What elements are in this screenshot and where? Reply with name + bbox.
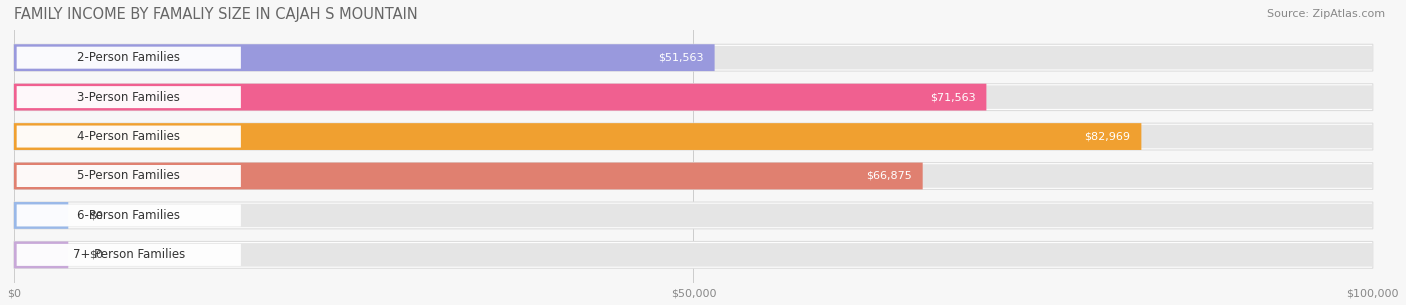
FancyBboxPatch shape	[14, 202, 69, 229]
FancyBboxPatch shape	[14, 46, 1372, 70]
Text: 7+ Person Families: 7+ Person Families	[73, 248, 186, 261]
FancyBboxPatch shape	[14, 163, 1372, 189]
FancyBboxPatch shape	[14, 202, 1372, 229]
FancyBboxPatch shape	[17, 165, 240, 187]
Text: $66,875: $66,875	[866, 171, 912, 181]
Text: 6-Person Families: 6-Person Families	[77, 209, 180, 222]
Text: $0: $0	[89, 210, 103, 221]
FancyBboxPatch shape	[17, 126, 240, 148]
FancyBboxPatch shape	[14, 163, 922, 189]
FancyBboxPatch shape	[14, 242, 69, 268]
FancyBboxPatch shape	[14, 84, 1372, 110]
FancyBboxPatch shape	[14, 44, 714, 71]
FancyBboxPatch shape	[14, 44, 1372, 71]
FancyBboxPatch shape	[14, 123, 1372, 150]
Text: 2-Person Families: 2-Person Families	[77, 51, 180, 64]
Text: 5-Person Families: 5-Person Families	[77, 170, 180, 182]
FancyBboxPatch shape	[17, 204, 240, 226]
Text: $0: $0	[89, 250, 103, 260]
FancyBboxPatch shape	[17, 47, 240, 69]
FancyBboxPatch shape	[14, 164, 1372, 188]
FancyBboxPatch shape	[14, 123, 1142, 150]
Text: $71,563: $71,563	[929, 92, 976, 102]
FancyBboxPatch shape	[14, 125, 1372, 148]
FancyBboxPatch shape	[14, 85, 1372, 109]
FancyBboxPatch shape	[14, 243, 1372, 267]
Text: Source: ZipAtlas.com: Source: ZipAtlas.com	[1267, 9, 1385, 19]
Text: $51,563: $51,563	[658, 53, 704, 63]
Text: FAMILY INCOME BY FAMALIY SIZE IN CAJAH S MOUNTAIN: FAMILY INCOME BY FAMALIY SIZE IN CAJAH S…	[14, 7, 418, 22]
Text: 3-Person Families: 3-Person Families	[77, 91, 180, 104]
FancyBboxPatch shape	[17, 244, 240, 266]
FancyBboxPatch shape	[17, 86, 240, 108]
Text: 4-Person Families: 4-Person Families	[77, 130, 180, 143]
FancyBboxPatch shape	[14, 242, 1372, 268]
FancyBboxPatch shape	[14, 204, 1372, 227]
Text: $82,969: $82,969	[1084, 131, 1130, 142]
FancyBboxPatch shape	[14, 84, 987, 110]
